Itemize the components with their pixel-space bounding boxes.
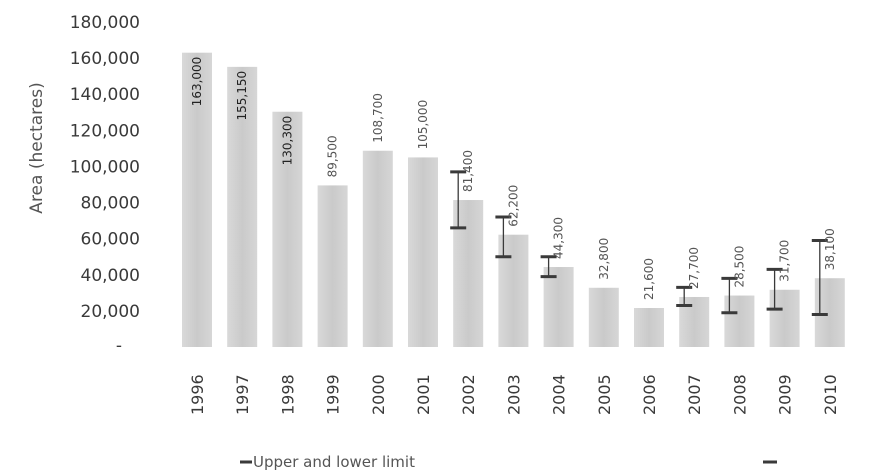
y-tick-label: 120,000 — [70, 121, 140, 141]
x-tick-label: 2009 — [776, 374, 795, 415]
y-tick-label: - — [116, 336, 122, 356]
error-bar — [811, 238, 828, 316]
bar — [317, 185, 348, 347]
x-tick-label: 2001 — [414, 374, 433, 415]
y-tick-label: 160,000 — [70, 49, 140, 69]
x-tick-label: 2010 — [821, 374, 840, 415]
error-bar — [721, 276, 738, 315]
x-tick-label: 2006 — [640, 374, 659, 415]
error-bar — [495, 215, 512, 259]
y-tick-label: 80,000 — [81, 194, 140, 214]
error-bars-group — [450, 170, 828, 316]
x-axis-ticks: 1996 1997 1998 1999 2000 2001 2002 2003 2004 2005… — [188, 374, 840, 415]
data-label: 28,500 — [732, 246, 746, 288]
bar — [272, 111, 303, 347]
y-tick-label: 100,000 — [70, 157, 140, 177]
y-axis-ticks: 180,000 160,000 140,000 120,000 100,000 80,00… — [70, 13, 140, 356]
data-label: 105,000 — [416, 100, 430, 150]
x-tick-label: 2005 — [595, 374, 614, 415]
x-tick-label: 1997 — [233, 374, 252, 415]
data-label: 62,200 — [506, 185, 520, 227]
error-bar — [766, 267, 783, 311]
data-label: 31,700 — [778, 240, 792, 282]
x-tick-label: 2000 — [369, 374, 388, 415]
x-tick-label: 1998 — [278, 374, 297, 415]
data-label: 38,100 — [823, 228, 837, 270]
x-tick-label: 1996 — [188, 374, 207, 415]
data-label: 21,600 — [642, 258, 656, 300]
y-tick-label: 60,000 — [81, 230, 140, 250]
bar — [588, 287, 619, 347]
y-tick-label: 180,000 — [70, 13, 140, 33]
data-label: 155,150 — [235, 71, 249, 121]
data-label: 130,300 — [280, 116, 294, 166]
error-bar — [540, 255, 557, 279]
bar — [362, 150, 393, 347]
bar — [634, 308, 664, 347]
data-label: 27,700 — [687, 247, 701, 289]
y-tick-label: 40,000 — [81, 266, 140, 286]
data-label: 163,000 — [190, 57, 204, 107]
x-tick-label: 1999 — [324, 374, 343, 415]
y-tick-label: 20,000 — [81, 302, 140, 322]
error-bar — [450, 170, 467, 230]
y-axis-label: Area (hectares) — [27, 82, 47, 213]
data-label: 81,400 — [461, 150, 475, 192]
value-labels-group: 163,000 155,150 130,300 89,500 108,700 105,00… — [190, 57, 837, 300]
error-bar — [676, 285, 693, 307]
x-tick-label: 2007 — [685, 374, 704, 415]
bars-group — [182, 52, 845, 348]
bar — [408, 157, 438, 347]
data-label: 44,300 — [552, 217, 566, 259]
bar — [543, 267, 574, 347]
y-tick-label: 140,000 — [70, 85, 140, 105]
data-label: 32,800 — [597, 238, 611, 280]
x-tick-label: 2003 — [504, 374, 523, 415]
data-label: 108,700 — [371, 93, 385, 143]
data-label: 89,500 — [326, 135, 340, 177]
x-tick-label: 2008 — [730, 374, 749, 415]
bar — [227, 66, 258, 348]
bar — [182, 52, 212, 347]
x-tick-label: 2004 — [550, 374, 569, 415]
x-tick-label: 2002 — [459, 374, 478, 415]
legend: Upper and lower limit — [240, 453, 777, 471]
legend-item-label: Upper and lower limit — [253, 453, 415, 471]
